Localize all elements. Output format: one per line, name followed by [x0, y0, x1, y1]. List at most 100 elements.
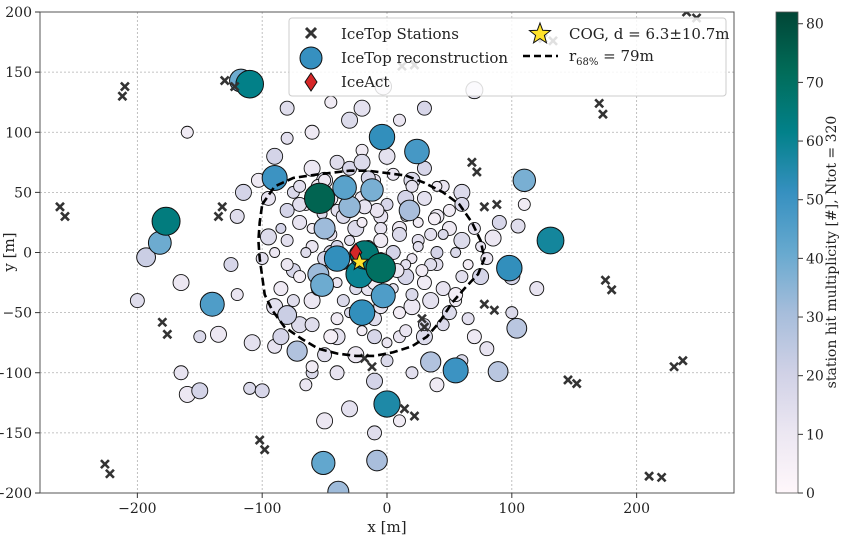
reconstruction-point [344, 235, 356, 246]
reconstruction-point [311, 450, 336, 476]
reconstruction-point [259, 228, 277, 246]
reconstruction-point [366, 372, 383, 390]
reconstruction-point [416, 190, 432, 206]
reconstruction-point [381, 337, 393, 349]
reconstruction-point [466, 329, 482, 345]
reconstruction-point [448, 287, 464, 303]
reconstruction-point [292, 214, 308, 230]
reconstruction-point [416, 275, 432, 291]
y-tick-label: −50 [2, 306, 32, 322]
axes: −200 −100 0 100 200 −200 −150 −100 −50 0 50 100 150 2… [0, 5, 650, 517]
icetop-station-marker [656, 472, 667, 483]
reconstruction-point [304, 124, 320, 140]
legend-box [288, 17, 727, 97]
reconstruction-point [405, 288, 419, 302]
colorbar-tick-label: 70 [806, 75, 824, 91]
reconstruction-point [453, 232, 471, 249]
colorbar-tick-label: 0 [806, 486, 815, 502]
reconstruction-point [430, 246, 444, 259]
reconstruction-point [399, 324, 413, 338]
icetop-station-marker [489, 305, 500, 316]
colorbar [775, 11, 799, 494]
reconstruction-point [243, 381, 257, 395]
reconstruction-point [462, 259, 474, 270]
reconstruction-point [261, 164, 288, 191]
reconstruction-point [442, 357, 469, 384]
colorbar-axis: 0 10 20 30 40 50 60 70 80 [798, 17, 824, 502]
icetop-station-marker [491, 199, 502, 210]
reconstruction-point [341, 111, 359, 129]
icetop-station-marker [60, 211, 70, 222]
legend-icetop-stations: IceTop Stations [341, 25, 459, 43]
icetop-station-marker [219, 75, 230, 86]
icetop-station-marker [677, 355, 688, 366]
reconstruction-point [275, 222, 287, 234]
reconstruction-point [479, 341, 495, 357]
icetop-station-marker [466, 157, 477, 168]
reconstruction-point [450, 247, 462, 258]
reconstruction-point [415, 264, 429, 277]
reconstruction-point [380, 354, 394, 368]
colorbar-tick-label: 50 [806, 193, 824, 209]
y-tick-label: −200 [0, 486, 32, 502]
reconstruction-point [180, 125, 194, 139]
legend-iceact: IceAct [341, 73, 389, 91]
reconstruction-point [505, 306, 519, 320]
icetop-station-marker [213, 211, 224, 222]
reconstruction-point [512, 168, 537, 193]
icetop-station-marker [471, 167, 482, 177]
colorbar-tick-label: 30 [806, 310, 824, 326]
plot-area [55, 12, 702, 493]
reconstruction-point [277, 305, 298, 325]
reconstruction-point [286, 340, 308, 362]
reconstruction-point [304, 317, 320, 333]
reconstruction-point [412, 241, 424, 252]
reconstruction-point [199, 291, 225, 317]
legend-cog-marker [528, 21, 552, 45]
reconstruction-point [327, 480, 350, 493]
reconstruction-point [510, 218, 526, 234]
reconstruction-point [422, 292, 440, 310]
reconstruction-point [230, 288, 244, 302]
reconstruction-point [378, 147, 396, 165]
icetop-station-marker [117, 91, 128, 102]
reconstruction-point [436, 318, 450, 332]
reconstruction-point [373, 233, 389, 248]
icetop-station-marker [606, 284, 617, 295]
reconstruction-point [417, 318, 431, 332]
reconstruction-point [223, 257, 239, 272]
icetop-station-marker [99, 459, 110, 470]
reconstruction-point [136, 247, 156, 268]
reconstruction-point [293, 270, 307, 283]
reconstruction-point [329, 365, 345, 381]
reconstruction-point [405, 179, 419, 193]
reconstruction-point [330, 312, 344, 326]
reconstruction-point [323, 245, 351, 272]
icetop-station-marker [229, 81, 240, 92]
reconstruction-point [300, 247, 312, 258]
legend-r68: r68% = 79m [569, 47, 654, 68]
x-tick-label: −100 [243, 501, 281, 517]
colorbar-tick-label: 80 [806, 17, 824, 33]
icetop-station-marker [598, 109, 608, 120]
reconstruction-point [129, 293, 145, 309]
reconstruction-point [392, 227, 407, 242]
reconstruction-point [353, 153, 371, 171]
reconstruction-point [272, 328, 290, 346]
y-tick-label: 50 [14, 185, 32, 201]
reconstruction-point [496, 254, 523, 282]
icetop-station-marker [119, 81, 130, 92]
reconstruction-point [529, 281, 545, 297]
reconstruction-point [374, 221, 388, 235]
icetop-station-marker [367, 361, 377, 372]
icetop-station-marker [600, 275, 611, 286]
reconstruction-point [365, 252, 396, 284]
reconstruction-point [305, 360, 319, 374]
y-axis-label: y [m] [0, 232, 18, 272]
reconstruction-point [243, 334, 261, 352]
reconstruction-point [210, 325, 227, 343]
reconstruction-point [299, 378, 313, 392]
reconstruction-point [235, 69, 264, 99]
reconstruction-point [191, 382, 209, 400]
reconstruction-point [279, 100, 295, 116]
